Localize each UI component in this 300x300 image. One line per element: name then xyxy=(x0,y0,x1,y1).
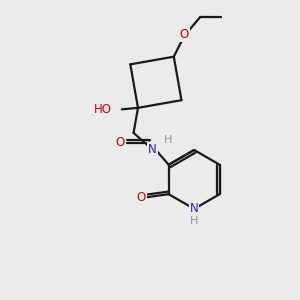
Text: O: O xyxy=(136,190,146,204)
Text: O: O xyxy=(116,136,125,149)
Text: N: N xyxy=(190,202,199,215)
Text: H: H xyxy=(190,216,198,226)
Text: H: H xyxy=(164,135,172,145)
Text: N: N xyxy=(148,142,157,156)
Text: HO: HO xyxy=(94,103,112,116)
Text: O: O xyxy=(179,28,189,41)
